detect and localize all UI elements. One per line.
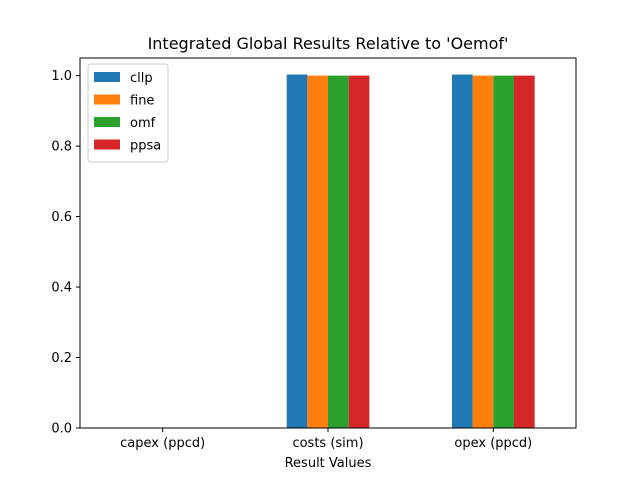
legend-swatch-omf bbox=[94, 117, 120, 127]
legend-label-omf: omf bbox=[130, 116, 156, 131]
legend-label-fine: fine bbox=[130, 94, 154, 109]
plot-frame bbox=[79, 57, 577, 429]
bar-ppsa-1 bbox=[348, 75, 370, 428]
legend-label-ppsa: ppsa bbox=[130, 139, 161, 154]
legend: cllp fine omf ppsa bbox=[87, 63, 169, 163]
legend-swatch-cllp bbox=[94, 72, 120, 82]
y-tick-label: 0.2 bbox=[51, 351, 72, 366]
legend-swatch-ppsa bbox=[94, 139, 120, 150]
bar-fine-1 bbox=[307, 75, 328, 428]
bars-group bbox=[286, 74, 535, 429]
y-tick-label: 1.0 bbox=[51, 69, 72, 84]
legend-swatch-fine bbox=[94, 94, 120, 105]
bar-ppsa-2 bbox=[514, 75, 535, 428]
x-tick-label: capex (ppcd) bbox=[120, 436, 205, 451]
bar-fine-2 bbox=[472, 75, 494, 428]
y-tick-label: 0.0 bbox=[51, 422, 72, 437]
y-tick-label: 0.8 bbox=[51, 140, 72, 155]
bar-cllp-1 bbox=[286, 74, 308, 429]
y-tick-label: 0.4 bbox=[51, 281, 72, 296]
chart-title: Integrated Global Results Relative to 'O… bbox=[148, 34, 509, 53]
x-axis-label: Result Values bbox=[285, 456, 372, 471]
y-tick-label: 0.6 bbox=[51, 210, 72, 225]
bar-omf-2 bbox=[493, 75, 514, 428]
bar-omf-1 bbox=[328, 75, 349, 428]
y-axis: 0.0 0.2 0.4 0.6 0.8 1.0 bbox=[51, 69, 80, 437]
x-tick-label: costs (sim) bbox=[292, 436, 363, 451]
bar-cllp-2 bbox=[452, 74, 473, 429]
x-axis: capex (ppcd) costs (sim) opex (ppcd) bbox=[120, 428, 532, 451]
x-tick-label: opex (ppcd) bbox=[454, 436, 532, 451]
legend-box bbox=[87, 63, 169, 163]
legend-label-cllp: cllp bbox=[130, 71, 153, 86]
